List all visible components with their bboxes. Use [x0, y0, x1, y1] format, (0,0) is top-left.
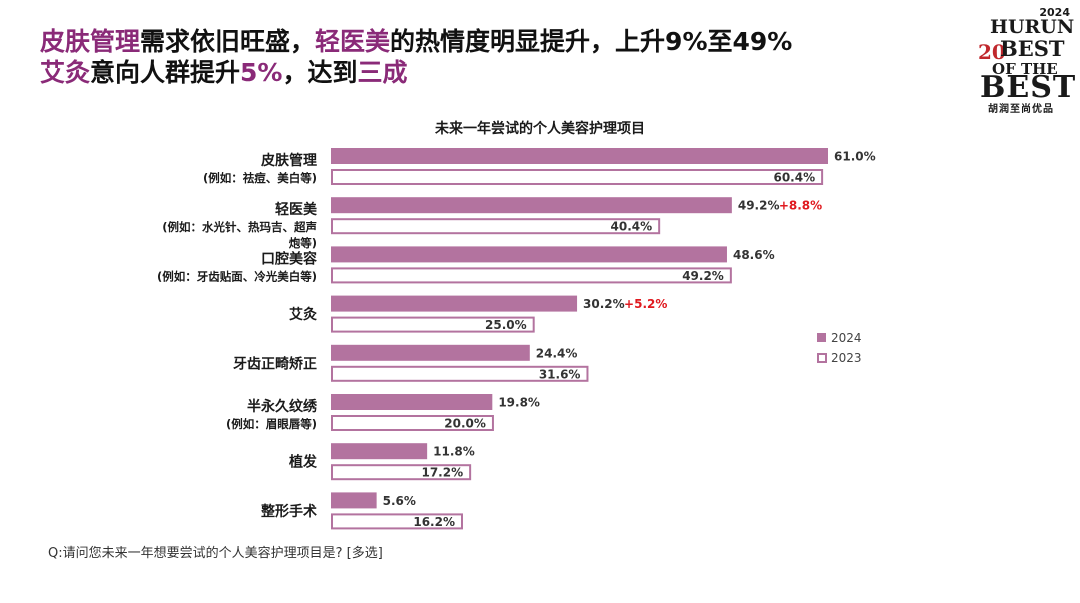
value-label-2024: 61.0%	[834, 150, 876, 164]
logo-best: BEST	[1000, 36, 1065, 61]
value-label-2023: 17.2%	[421, 466, 463, 480]
headline-line-1: 皮肤管理需求依旧旺盛，轻医美的热情度明显提升，上升9%至49%	[40, 26, 920, 57]
headline-segment: 三成	[357, 58, 408, 87]
survey-question: Q:请问您未来一年想要尝试的个人美容护理项目是? [多选]	[48, 546, 383, 561]
category-label: 口腔美容	[261, 250, 317, 267]
category-sublabel: 炮等)	[289, 236, 317, 250]
value-label-2023: 40.4%	[611, 220, 653, 234]
category-label: 皮肤管理	[260, 152, 317, 169]
logo-of-the: OF THE	[992, 60, 1058, 78]
bar-2024	[331, 344, 530, 361]
headline-segment: ，达到	[282, 58, 358, 87]
hurun-logo: 2024 HURUN 20 BEST OF THE BEST 胡润至尚优品	[978, 6, 1075, 115]
value-label-2023: 60.4%	[773, 171, 815, 185]
category-sublabel: (例如：水光针、热玛吉、超声	[162, 220, 317, 234]
value-label-2023: 25.0%	[485, 318, 527, 332]
value-label-2024: 49.2%	[738, 199, 780, 213]
category-sublabel: (例如：眉眼唇等)	[226, 417, 317, 431]
category-sublabel: (例如：牙齿贴面、冷光美白等)	[157, 269, 317, 283]
logo-brand: HURUN	[990, 16, 1075, 38]
category-label: 植发	[288, 454, 318, 471]
bar-2023	[331, 267, 732, 284]
category-sublabel: (例如：祛痘、美白等)	[203, 171, 317, 185]
category-label: 艾灸	[289, 306, 317, 323]
value-label-2023: 49.2%	[682, 269, 724, 283]
chart-title: 未来一年尝试的个人美容护理项目	[435, 121, 645, 137]
value-label-2023: 16.2%	[413, 515, 455, 529]
bar-2023	[331, 415, 494, 431]
headline-segment: 意向人群提升	[90, 58, 241, 87]
delta-label: +8.8%	[779, 199, 822, 213]
bar-2023	[331, 169, 824, 185]
headline-segment: 需求依旧旺盛，	[140, 27, 316, 56]
bar-2024	[331, 443, 428, 460]
value-label-2024: 5.6%	[383, 494, 416, 508]
value-label-2024: 24.4%	[536, 346, 578, 360]
bar-2024	[331, 492, 377, 509]
value-label-2023: 20.0%	[444, 417, 486, 431]
headline-segment: 轻医美	[315, 27, 391, 56]
value-label-2024: 19.8%	[498, 396, 540, 410]
legend-swatch-2024	[817, 333, 826, 342]
bar-2023	[331, 464, 472, 481]
bar-2023	[331, 513, 463, 530]
logo-number: 20	[978, 40, 1006, 64]
logo-year: 2024	[1039, 6, 1070, 19]
headline-segment: 5%	[240, 58, 283, 87]
bar-2023	[331, 365, 589, 382]
category-label: 轻医美	[275, 201, 318, 218]
category-label: 牙齿正畸矫正	[233, 355, 317, 372]
category-label: 半永久纹绣	[247, 398, 318, 415]
legend-label: 2024	[831, 331, 862, 345]
bar-2024	[331, 148, 828, 164]
headline-segment: 艾灸	[40, 58, 91, 87]
headline-line-2: 艾灸意向人群提升5%，达到三成	[40, 57, 920, 88]
headline-segment: 的热情度明显提升，上升9%至49%	[390, 27, 793, 56]
bar-2023	[331, 218, 661, 235]
logo-cn: 胡润至尚优品	[988, 104, 1054, 115]
value-label-2024: 11.8%	[433, 445, 475, 459]
category-label: 整形手术	[260, 503, 317, 520]
bar-2024	[331, 295, 578, 312]
legend-label: 2023	[831, 351, 862, 365]
delta-label: +5.2%	[624, 297, 667, 311]
bar-2024	[331, 197, 732, 214]
bar-2023	[331, 316, 535, 333]
headline: 皮肤管理需求依旧旺盛，轻医美的热情度明显提升，上升9%至49% 艾灸意向人群提升…	[40, 26, 920, 88]
bar-2024	[331, 246, 727, 263]
headline-segment: 皮肤管理	[40, 27, 141, 56]
value-label-2024: 48.6%	[733, 248, 775, 262]
value-label-2023: 31.6%	[539, 367, 581, 381]
bar-2024	[331, 394, 493, 410]
legend-swatch-2023	[817, 353, 827, 363]
logo-best-2: BEST	[980, 70, 1077, 105]
value-label-2024: 30.2%	[583, 297, 625, 311]
